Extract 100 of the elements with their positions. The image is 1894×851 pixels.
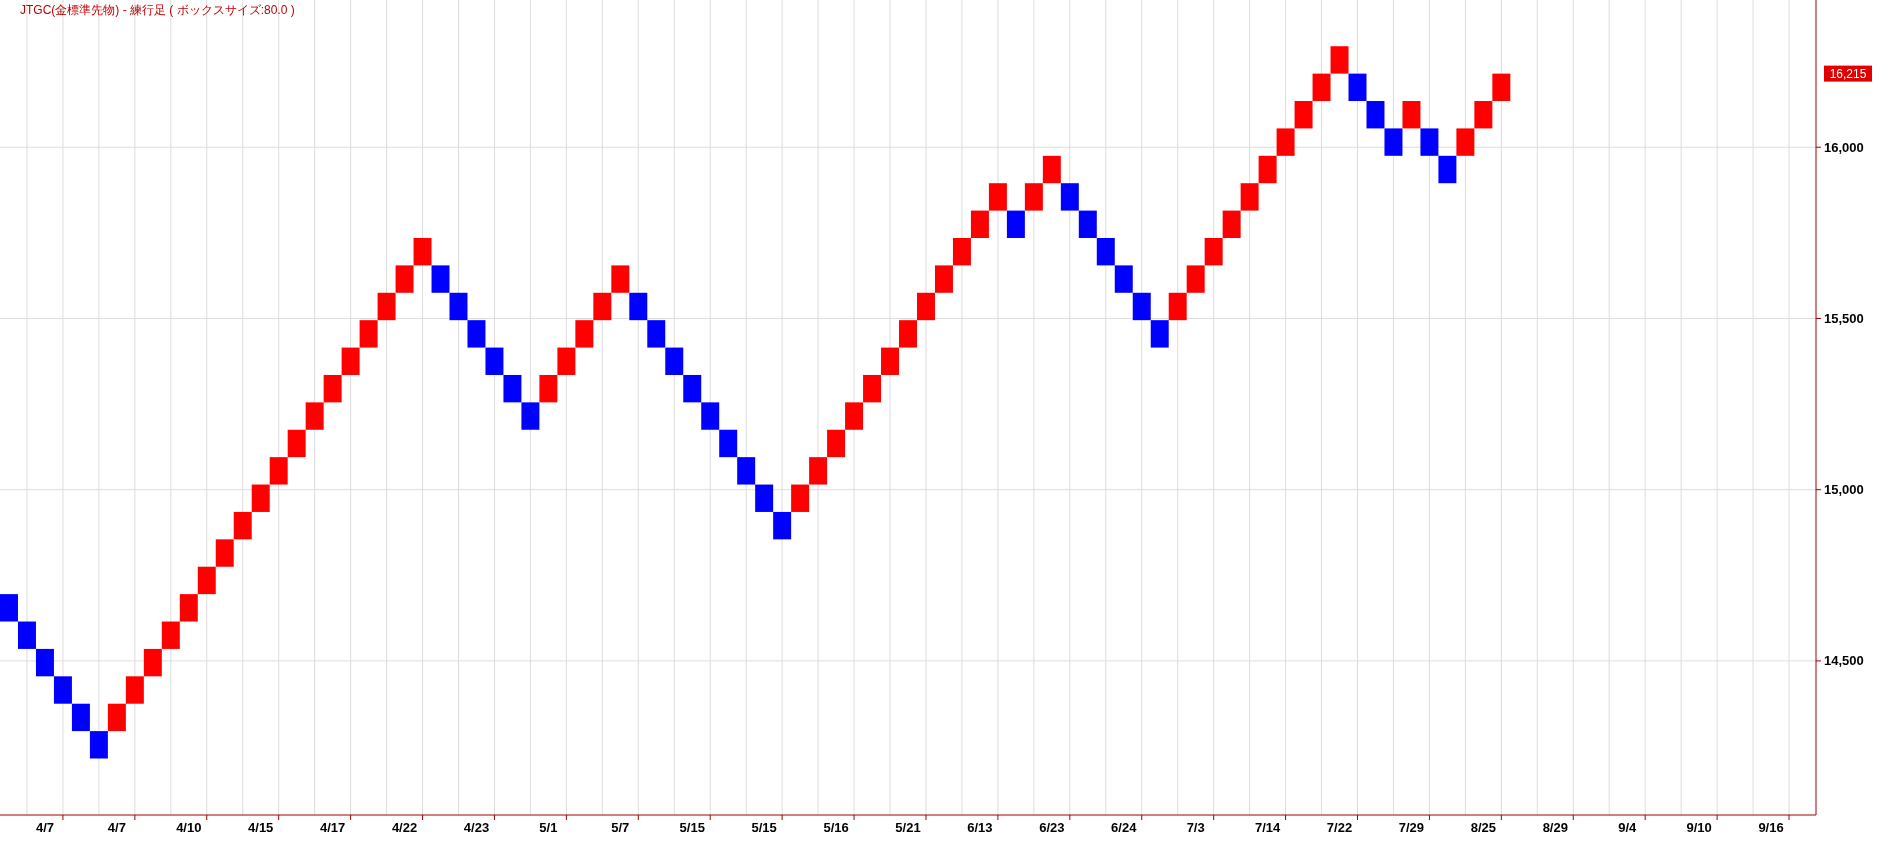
bar	[125, 676, 144, 704]
bar	[341, 347, 360, 375]
bar	[593, 292, 612, 321]
bar	[1492, 73, 1511, 102]
bar	[1132, 292, 1151, 321]
x-tick-label: 4/23	[463, 820, 490, 835]
bar	[107, 703, 126, 732]
bar	[1006, 210, 1025, 238]
bar	[952, 237, 971, 266]
bar	[17, 621, 36, 649]
x-tick-label: 7/3	[1186, 820, 1205, 835]
bar	[899, 320, 917, 348]
bar	[1276, 128, 1295, 156]
bar	[827, 429, 846, 458]
bar	[1366, 101, 1385, 129]
bar	[557, 347, 576, 375]
x-tick-label: 5/15	[751, 820, 777, 835]
bar	[1348, 73, 1367, 102]
bar	[809, 457, 828, 485]
x-tick-label: 9/4	[1618, 820, 1638, 835]
bar	[269, 457, 288, 485]
bar	[1222, 210, 1241, 238]
bar	[485, 347, 504, 375]
x-tick-label: 4/15	[248, 820, 274, 835]
bar	[233, 511, 252, 540]
y-tick-label: 15,500	[1824, 311, 1864, 327]
bar	[0, 594, 18, 622]
bar	[719, 429, 738, 458]
x-tick-label: 9/16	[1758, 820, 1784, 835]
bar	[1186, 265, 1205, 293]
x-tick-label: 6/23	[1039, 820, 1065, 835]
bar	[665, 347, 684, 375]
bar	[1114, 265, 1133, 293]
bar	[143, 648, 162, 677]
x-tick-label: 4/7	[107, 820, 126, 835]
bar	[1294, 101, 1313, 129]
bar	[575, 320, 594, 348]
x-tick-label: 7/22	[1326, 820, 1353, 835]
bar	[773, 511, 792, 540]
x-tick-label: 5/1	[539, 820, 558, 835]
bar	[1402, 101, 1421, 129]
x-tick-label: 5/7	[611, 820, 630, 835]
x-tick-label: 6/13	[967, 820, 993, 835]
bar	[35, 648, 54, 677]
y-tick-label: 14,500	[1824, 653, 1864, 669]
bar	[629, 292, 648, 321]
bar	[1438, 155, 1457, 184]
bar	[161, 621, 180, 649]
bar	[1060, 183, 1079, 211]
x-tick-label: 7/29	[1398, 820, 1425, 835]
bar	[359, 320, 378, 348]
bar	[449, 292, 468, 321]
chart-title: JTGC(金標準先物) - 練行足 ( ボックスサイズ:80.0 )	[20, 3, 295, 17]
bar	[1312, 73, 1331, 102]
bar	[197, 566, 216, 595]
bar	[89, 731, 108, 759]
bar	[881, 347, 900, 375]
x-tick-label: 5/21	[895, 820, 921, 835]
bar	[791, 484, 810, 512]
x-tick-label: 5/15	[679, 820, 705, 835]
x-tick-label: 4/7	[35, 820, 54, 835]
bar	[1420, 128, 1439, 156]
bar	[988, 183, 1007, 211]
bar	[305, 402, 324, 430]
bar	[53, 676, 72, 704]
bar	[701, 402, 720, 430]
bar	[1240, 183, 1259, 211]
bar	[647, 320, 666, 348]
bar	[323, 374, 342, 403]
bar	[431, 265, 450, 293]
bar	[970, 210, 989, 238]
bar	[1456, 128, 1475, 156]
bar	[1384, 128, 1403, 156]
y-tick-label: 16,000	[1824, 139, 1864, 155]
bar	[755, 484, 774, 512]
bar	[1330, 46, 1349, 74]
x-tick-label: 8/25	[1470, 820, 1497, 835]
y-tick-label: 15,000	[1824, 482, 1864, 498]
bar	[845, 402, 864, 430]
x-tick-label: 9/10	[1686, 820, 1712, 835]
bar	[467, 320, 486, 348]
bar	[737, 457, 756, 485]
bar	[377, 292, 396, 321]
bar	[71, 703, 90, 732]
x-tick-label: 4/17	[319, 820, 346, 835]
bar	[539, 374, 558, 403]
bar	[916, 292, 935, 321]
bar	[1474, 101, 1493, 129]
bar	[1168, 292, 1187, 321]
x-tick-label: 6/24	[1111, 820, 1138, 835]
x-tick-label: 5/16	[823, 820, 849, 835]
text: 16,215	[1829, 66, 1867, 81]
bar	[521, 402, 540, 430]
bar	[1024, 183, 1043, 211]
bar	[1078, 210, 1097, 238]
bar	[287, 429, 306, 458]
bar	[611, 265, 630, 293]
bar	[395, 265, 414, 293]
bar	[1096, 237, 1115, 266]
bar	[683, 374, 702, 403]
